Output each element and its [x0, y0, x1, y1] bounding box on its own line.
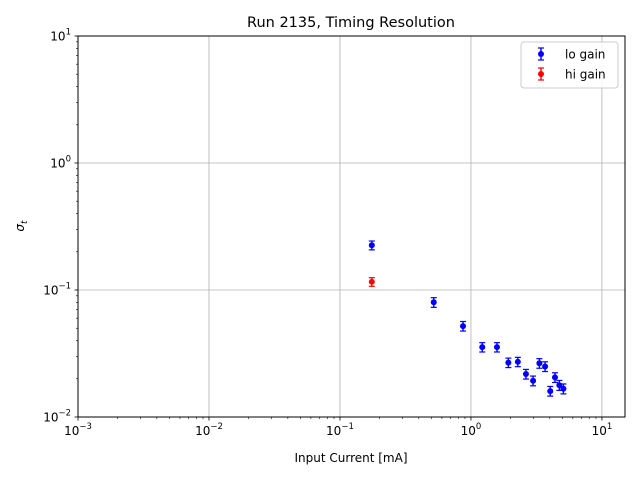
chart-title: Run 2135, Timing Resolution	[247, 15, 455, 31]
y-tick-exponent: −1	[58, 282, 71, 292]
data-point	[536, 358, 543, 369]
y-axis-label-sub: t	[20, 220, 30, 224]
y-tick-label: 10−2	[43, 409, 71, 425]
x-tick-label: 101	[592, 422, 613, 438]
x-tick-base: 10	[461, 424, 476, 438]
y-tick-base: 10	[50, 30, 65, 44]
x-tick-base: 10	[326, 424, 341, 438]
y-tick-base: 10	[43, 411, 58, 425]
y-axis-label-main: σ	[13, 224, 27, 232]
legend-entry: lo gain	[538, 47, 605, 62]
point-marker	[542, 363, 549, 370]
data-point	[460, 320, 467, 332]
legend-entries: lo gain hi gain	[538, 47, 606, 82]
legend: lo gain hi gain	[520, 41, 619, 89]
plot-frame	[77, 35, 626, 418]
point-marker	[505, 359, 512, 366]
data-point	[551, 372, 558, 384]
point-marker	[530, 377, 537, 384]
x-tick-base: 10	[195, 424, 210, 438]
legend-marker	[538, 51, 544, 57]
series-hi-gain	[368, 277, 375, 287]
x-axis-label: Input Current [mA]	[294, 451, 407, 465]
point-marker	[460, 323, 467, 330]
y-tick-base: 10	[43, 284, 58, 298]
x-tick-label: 10−3	[64, 422, 92, 438]
data-point	[514, 356, 521, 368]
point-marker	[493, 344, 500, 351]
data-point	[430, 297, 437, 308]
point-marker	[560, 385, 567, 392]
point-marker	[551, 374, 558, 381]
y-tick-label: 100	[50, 155, 71, 171]
y-tick-label: 101	[50, 28, 71, 44]
x-tick-exponent: 0	[476, 422, 481, 432]
y-tick-label: 10−1	[43, 282, 71, 298]
point-marker	[514, 358, 521, 365]
x-tick-base: 10	[64, 424, 79, 438]
point-marker	[430, 299, 437, 306]
x-tick-exponent: −1	[341, 422, 354, 432]
y-tick-exponent: 0	[66, 155, 71, 165]
point-marker	[368, 278, 375, 285]
point-marker	[522, 371, 529, 378]
point-marker	[536, 360, 543, 367]
x-tick-labels: 10−3 10−2 10−1 100 101	[64, 422, 612, 438]
y-tick-exponent: 1	[66, 28, 71, 38]
y-axis-label: σt	[13, 220, 30, 232]
x-tick-exponent: 1	[607, 422, 612, 432]
axis-ticks	[74, 35, 603, 421]
data-point	[368, 277, 375, 287]
data-point	[368, 240, 375, 251]
data-point	[505, 357, 512, 369]
legend-box	[520, 41, 619, 89]
data-point	[530, 375, 537, 387]
data-point	[547, 385, 554, 397]
legend-label: hi gain	[565, 68, 606, 82]
legend-entry: hi gain	[538, 67, 606, 82]
point-marker	[547, 388, 554, 395]
x-tick-exponent: −2	[210, 422, 223, 432]
y-tick-base: 10	[50, 157, 65, 171]
data-point	[479, 342, 486, 353]
x-tick-label: 10−2	[195, 422, 223, 438]
x-tick-label: 100	[461, 422, 482, 438]
point-marker	[479, 344, 486, 351]
data-point	[560, 383, 567, 395]
x-tick-base: 10	[592, 424, 607, 438]
data-points	[368, 240, 567, 397]
data-point	[493, 342, 500, 353]
x-tick-exponent: −3	[79, 422, 92, 432]
x-tick-label: 10−1	[326, 422, 354, 438]
point-marker	[368, 242, 375, 249]
legend-label: lo gain	[565, 48, 605, 62]
data-point	[522, 368, 529, 380]
y-tick-exponent: −2	[58, 409, 71, 419]
legend-marker	[538, 71, 544, 77]
series-lo-gain	[368, 240, 567, 397]
data-point	[542, 361, 549, 373]
